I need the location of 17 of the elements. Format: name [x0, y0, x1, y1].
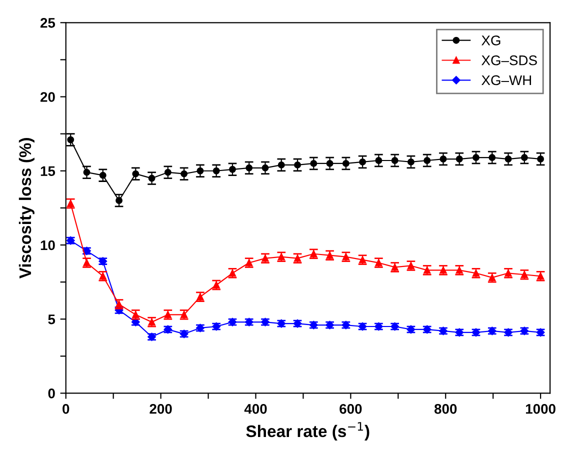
legend-label: XG–SDS — [482, 55, 537, 66]
x-axis-title: Shear rate (s$^{−1}$) — [246, 422, 370, 440]
y-tick-label: 0 — [48, 388, 55, 398]
y-tick-label: 20 — [40, 92, 55, 102]
x-tick-label: 0 — [62, 404, 70, 414]
y-tick-label: 5 — [48, 314, 56, 324]
y-tick-label: 10 — [40, 240, 55, 250]
x-tick-label: 1000 — [526, 404, 556, 414]
y-axis-title: Viscosity loss (%) — [18, 138, 34, 279]
x-tick-label: 400 — [244, 404, 267, 414]
x-tick-label: 600 — [340, 404, 362, 414]
x-tick-label: 800 — [434, 404, 457, 414]
y-tick-label: 15 — [40, 166, 56, 176]
legend-label: XG — [482, 36, 500, 46]
legend-label: XG–WH — [482, 75, 531, 86]
x-tick-label: 200 — [150, 404, 172, 414]
y-tick-label: 25 — [40, 18, 56, 28]
